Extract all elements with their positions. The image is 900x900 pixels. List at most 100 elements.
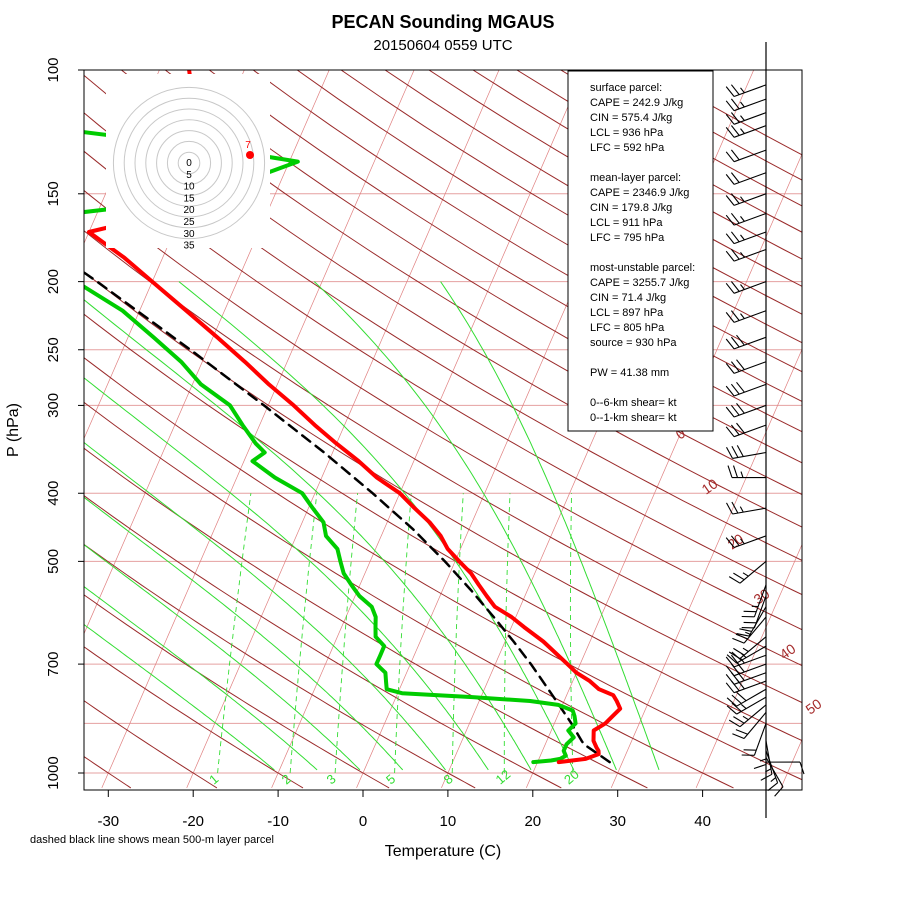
wind-barb	[732, 616, 767, 644]
mu-cape: CAPE = 3255.7 J/kg	[590, 277, 689, 289]
wind-barb	[725, 172, 767, 185]
wind-barb-half-flag	[740, 234, 745, 241]
wind-barb-flag	[736, 422, 745, 434]
temperature-tick-label: -30	[97, 813, 119, 830]
wind-barb-flag	[730, 112, 740, 123]
wind-barb-staff	[739, 704, 767, 728]
wind-barb-flag	[732, 733, 745, 740]
wind-barb-staff	[733, 193, 767, 206]
wind-barb-flag	[799, 761, 805, 775]
wind-barb-flag	[733, 572, 745, 581]
hodograph-ring	[156, 130, 222, 196]
wind-barb	[728, 560, 767, 584]
mixed-cin: CIN = 179.8 J/kg	[590, 202, 672, 214]
moist-adiabat	[84, 544, 361, 771]
wind-barb-flag	[725, 214, 735, 226]
hodograph-ring-label: 30	[183, 229, 195, 240]
wind-barb-staff	[733, 248, 767, 262]
wind-barb-staff	[733, 672, 767, 685]
wind-barb-half-flag	[740, 216, 745, 222]
wind-barb-flag	[730, 424, 740, 436]
wind-barb-flag	[730, 212, 740, 224]
dry-adiabat	[84, 495, 562, 789]
wind-barb-flag	[732, 465, 739, 478]
wind-barb-staff	[733, 654, 767, 668]
y-axis-label: P (hPa)	[5, 403, 22, 457]
mu-cin: CIN = 71.4 J/kg	[590, 292, 666, 304]
wind-barb	[765, 757, 784, 797]
parcel-info-box: surface parcel: CAPE = 242.9 J/kg CIN = …	[567, 70, 714, 432]
wind-barb-staff	[733, 535, 767, 549]
wind-barb-staff	[733, 310, 767, 323]
wind-barb-staff	[736, 688, 767, 707]
hodograph-ring-label: 15	[183, 193, 195, 204]
wind-barb-staff	[733, 424, 767, 438]
wind-barb-flag	[725, 100, 735, 112]
mixed-parcel-heading: mean-layer parcel:	[590, 172, 681, 184]
dry-adiabat	[84, 594, 390, 789]
wind-barb-half-flag	[740, 657, 745, 664]
wind-barb-half-flag	[742, 715, 749, 721]
wind-barb-flag	[767, 782, 778, 792]
shear-0-1km: 0--1-km shear= kt	[590, 412, 677, 424]
mixing-ratio-line	[334, 493, 359, 774]
wind-barb-flag	[728, 576, 741, 584]
wind-barb-staff	[733, 680, 767, 694]
wind-barb-staff	[743, 712, 767, 739]
wind-barb-flag	[725, 363, 735, 374]
line-labels: 12358122001020304050	[206, 425, 824, 788]
wind-barb-flag	[725, 426, 735, 438]
wind-barb-staff	[765, 757, 784, 788]
wind-barb-flag	[733, 716, 745, 724]
wind-barb	[741, 595, 767, 629]
wind-barb-half-flag	[740, 128, 745, 134]
wind-barb-flag	[725, 86, 735, 97]
wind-barb-flag	[725, 338, 735, 350]
mixing-ratio-label: 20	[561, 767, 582, 788]
mu-source: source = 930 hPa	[590, 337, 677, 349]
wind-barb-half-flag	[740, 703, 747, 710]
wind-barb	[725, 310, 767, 323]
wind-barb	[726, 696, 767, 715]
wind-barb-staff	[736, 696, 767, 715]
pressure-tick-label: 700	[45, 652, 62, 677]
wind-barb-staff	[733, 231, 767, 245]
wind-barb-flag	[725, 537, 735, 548]
isotherm-line	[84, 70, 330, 635]
moist-adiabat	[440, 281, 660, 771]
wind-barb	[725, 231, 767, 245]
surface-parcel-heading: surface parcel:	[590, 82, 662, 94]
wind-barb-flag	[725, 151, 735, 163]
wind-barb-flag	[736, 334, 745, 346]
wind-barb-flag	[730, 361, 740, 372]
wind-barb-flag	[731, 501, 739, 514]
temperature-tick-label: -10	[267, 813, 289, 830]
mixing-ratio-line	[217, 493, 252, 774]
dry-adiabat	[84, 401, 734, 789]
wind-barb-flag	[736, 403, 745, 414]
wind-barb-flag	[730, 654, 740, 666]
wind-barb	[725, 422, 767, 438]
shear-0-6km: 0--6-km shear= kt	[590, 397, 677, 409]
hodograph-ring-label: 20	[183, 205, 195, 216]
wind-barb	[760, 740, 773, 781]
wind-barb	[725, 359, 767, 374]
wind-barb	[765, 750, 779, 792]
wind-barb-flag	[726, 654, 737, 664]
hodograph-ring	[134, 108, 244, 218]
wind-barb-staff	[765, 740, 773, 775]
mixing-ratio-label: 5	[383, 771, 398, 787]
wind-barb-staff	[733, 84, 767, 98]
wind-barb-flag	[728, 651, 741, 660]
wind-barb-flag	[730, 231, 740, 243]
mixing-ratio-line	[289, 493, 318, 774]
wind-barb-flag	[736, 445, 744, 457]
wind-barb	[725, 381, 767, 397]
dry-adiabat	[84, 543, 476, 789]
dry-adiabat	[121, 70, 802, 496]
mixing-ratio-line	[394, 493, 412, 774]
hodograph-ring	[145, 119, 233, 207]
wind-barb-flag	[727, 465, 733, 478]
